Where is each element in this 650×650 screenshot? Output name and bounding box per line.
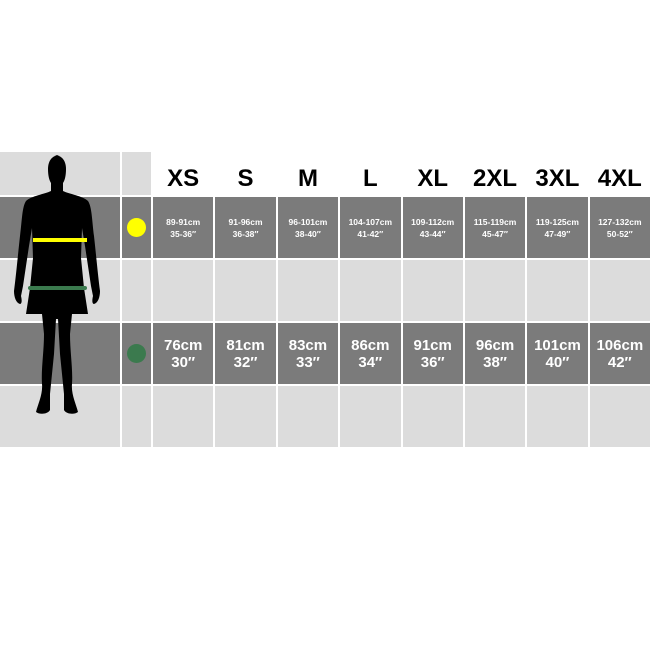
- chest-inch: 43-44″: [419, 228, 446, 239]
- waist-cm: 83cm: [288, 336, 328, 354]
- chest-cell: 91-96cm 36-38″: [215, 197, 276, 258]
- waist-inch: 40″: [545, 353, 570, 371]
- chest-inch: 45-47″: [482, 228, 508, 239]
- waist-cell: 91cm 36″: [402, 323, 463, 384]
- chest-cm: 109-112cm: [411, 216, 455, 227]
- chest-cell: 89-91cm 35-36″: [153, 197, 214, 258]
- spacer: [402, 260, 463, 321]
- chest-cm: 89-91cm: [166, 216, 201, 227]
- size-header: L: [340, 152, 401, 195]
- chest-inch: 50-52″: [606, 228, 633, 239]
- chest-cell: 115-119cm 45-47″: [464, 197, 526, 258]
- waist-inch: 33″: [296, 353, 320, 371]
- spacer: [527, 386, 588, 447]
- waist-cell: 96cm 38″: [464, 323, 526, 384]
- size-header: XS: [153, 152, 214, 195]
- chest-cm: 96-101cm: [288, 216, 328, 227]
- chest-inch: 38-40″: [295, 228, 321, 239]
- waist-cm: 91cm: [413, 336, 452, 354]
- spacer: [589, 260, 650, 321]
- chest-cm: 127-132cm: [598, 216, 642, 227]
- spacer: [122, 260, 151, 321]
- chest-cell: 119-125cm 47-49″: [527, 197, 588, 258]
- chest-inch: 36-38″: [232, 228, 259, 239]
- chest-cell: 104-107cm 41-42″: [340, 197, 401, 258]
- size-header: 4XL: [589, 152, 650, 195]
- spacer: [402, 386, 463, 447]
- waist-cm: 96cm: [475, 336, 515, 354]
- chest-cm: 104-107cm: [348, 216, 393, 227]
- spacer: [153, 386, 214, 447]
- waist-inch: 30″: [171, 353, 196, 371]
- size-chart: XS 89-91cm 35-36″ 76cm 30″ S 91-96cm 36-38″ 81cm…: [0, 152, 650, 447]
- size-header: 3XL: [527, 152, 588, 195]
- spacer: [340, 260, 401, 321]
- spacer: [527, 260, 588, 321]
- chest-cm: 119-125cm: [535, 216, 579, 227]
- spacer: [215, 386, 276, 447]
- waist-cell: 81cm 32″: [215, 323, 276, 384]
- size-header: S: [215, 152, 276, 195]
- size-label: S: [237, 165, 254, 192]
- waist-cm: 106cm: [596, 336, 644, 354]
- waist-cell: 83cm 33″: [277, 323, 339, 384]
- spacer: [464, 260, 526, 321]
- waist-cell: 86cm 34″: [340, 323, 401, 384]
- waist-inch: 42″: [607, 353, 632, 371]
- waist-line: [28, 286, 87, 290]
- size-label: XL: [417, 165, 449, 192]
- chest-cell: 127-132cm 50-52″: [589, 197, 650, 258]
- waist-cm: 86cm: [351, 336, 390, 354]
- chest-inch: 47-49″: [544, 228, 571, 239]
- size-label: 4XL: [597, 165, 642, 192]
- spacer: [340, 386, 401, 447]
- size-label: 2XL: [473, 165, 518, 192]
- chest-icon-cell: [122, 197, 151, 258]
- waist-inch: 34″: [358, 353, 383, 371]
- chest-marker-icon: [127, 218, 146, 237]
- spacer: [589, 386, 650, 447]
- spacer: [464, 386, 526, 447]
- waist-cell: 101cm 40″: [527, 323, 588, 384]
- waist-cell: 106cm 42″: [589, 323, 650, 384]
- chest-cm: 115-119cm: [473, 216, 517, 227]
- size-label: L: [362, 165, 378, 192]
- spacer: [153, 260, 214, 321]
- chest-inch: 35-36″: [170, 228, 197, 239]
- size-label: XS: [167, 165, 200, 192]
- chest-cm: 91-96cm: [228, 216, 263, 227]
- spacer: [277, 386, 339, 447]
- size-label: M: [297, 165, 318, 192]
- header-spacer: [122, 152, 151, 195]
- spacer: [122, 386, 151, 447]
- chest-cell: 109-112cm 43-44″: [402, 197, 463, 258]
- spacer: [277, 260, 339, 321]
- spacer: [215, 260, 276, 321]
- size-header: M: [277, 152, 339, 195]
- waist-inch: 38″: [483, 353, 507, 371]
- waist-cm: 81cm: [226, 336, 265, 354]
- chest-line: [33, 238, 87, 242]
- waist-marker-icon: [127, 344, 146, 363]
- size-header: XL: [402, 152, 463, 195]
- waist-icon-cell: [122, 323, 151, 384]
- waist-inch: 32″: [233, 353, 258, 371]
- body-figure: [0, 152, 120, 447]
- waist-cell: 76cm 30″: [153, 323, 214, 384]
- waist-cm: 76cm: [164, 336, 203, 354]
- waist-cm: 101cm: [534, 336, 581, 354]
- chest-cell: 96-101cm 38-40″: [277, 197, 339, 258]
- size-label: 3XL: [535, 165, 580, 192]
- waist-inch: 36″: [420, 353, 445, 371]
- size-header: 2XL: [464, 152, 526, 195]
- chest-inch: 41-42″: [357, 228, 384, 239]
- man-silhouette-icon: [14, 155, 100, 414]
